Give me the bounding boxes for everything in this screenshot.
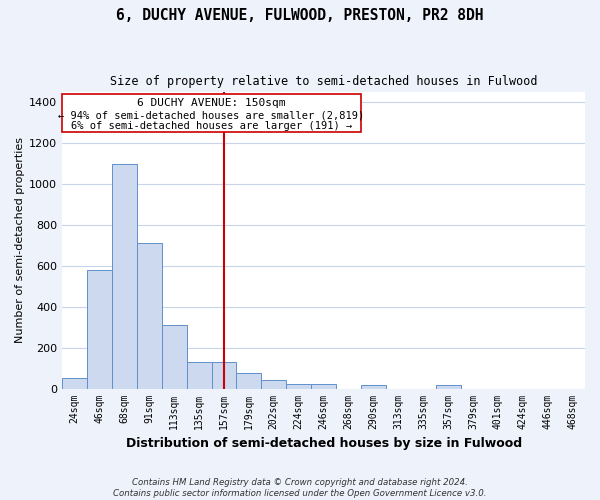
- Text: ← 94% of semi-detached houses are smaller (2,819): ← 94% of semi-detached houses are smalle…: [58, 110, 365, 120]
- Bar: [62, 378, 87, 388]
- Text: 6 DUCHY AVENUE: 150sqm: 6 DUCHY AVENUE: 150sqm: [137, 98, 286, 108]
- X-axis label: Distribution of semi-detached houses by size in Fulwood: Distribution of semi-detached houses by …: [125, 437, 521, 450]
- Bar: [236, 373, 262, 388]
- Bar: [286, 384, 311, 388]
- Bar: [112, 164, 137, 388]
- FancyBboxPatch shape: [62, 94, 361, 132]
- Bar: [187, 362, 212, 388]
- Y-axis label: Number of semi-detached properties: Number of semi-detached properties: [15, 137, 25, 343]
- Text: Contains HM Land Registry data © Crown copyright and database right 2024.
Contai: Contains HM Land Registry data © Crown c…: [113, 478, 487, 498]
- Bar: [137, 244, 162, 388]
- Bar: [311, 384, 336, 388]
- Text: 6, DUCHY AVENUE, FULWOOD, PRESTON, PR2 8DH: 6, DUCHY AVENUE, FULWOOD, PRESTON, PR2 8…: [116, 8, 484, 22]
- Text: 6% of semi-detached houses are larger (191) →: 6% of semi-detached houses are larger (1…: [71, 120, 352, 130]
- Bar: [87, 270, 112, 388]
- Bar: [262, 380, 286, 388]
- Bar: [162, 325, 187, 388]
- Title: Size of property relative to semi-detached houses in Fulwood: Size of property relative to semi-detach…: [110, 75, 538, 88]
- Bar: [212, 362, 236, 388]
- Bar: [361, 386, 386, 388]
- Bar: [436, 386, 461, 388]
